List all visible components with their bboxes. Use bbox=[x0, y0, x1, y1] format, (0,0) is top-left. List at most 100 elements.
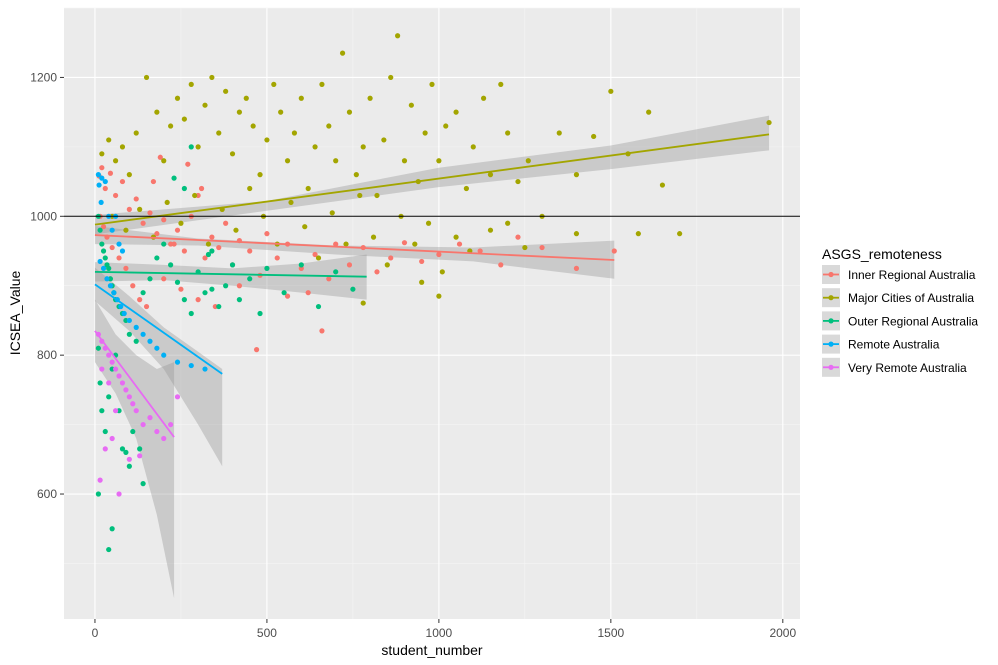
trend-line-very-remote-australia bbox=[94, 330, 175, 438]
data-point bbox=[102, 178, 108, 185]
data-point bbox=[97, 227, 103, 233]
data-point bbox=[116, 491, 122, 497]
data-point bbox=[168, 421, 174, 428]
data-point bbox=[419, 279, 425, 285]
data-point bbox=[573, 231, 580, 237]
data-point bbox=[319, 81, 325, 87]
data-point bbox=[515, 234, 521, 240]
data-point bbox=[174, 227, 181, 233]
data-point bbox=[573, 265, 580, 271]
y-tick-label: 1000 bbox=[30, 209, 57, 223]
data-point bbox=[346, 109, 353, 115]
data-point bbox=[480, 95, 487, 101]
data-point bbox=[209, 234, 215, 240]
data-point bbox=[168, 262, 174, 268]
legend-label: Remote Australia bbox=[848, 338, 940, 352]
data-point bbox=[107, 170, 114, 176]
data-point bbox=[133, 130, 139, 136]
data-point bbox=[522, 244, 528, 251]
data-point bbox=[381, 137, 387, 143]
data-point bbox=[111, 290, 117, 296]
data-point bbox=[119, 248, 126, 254]
data-point bbox=[188, 81, 194, 87]
data-point bbox=[112, 408, 119, 414]
data-point bbox=[188, 362, 194, 369]
data-point bbox=[161, 352, 167, 358]
data-point bbox=[401, 240, 408, 246]
data-point bbox=[97, 258, 103, 265]
data-point bbox=[353, 172, 359, 178]
data-point bbox=[209, 286, 215, 292]
data-point bbox=[171, 175, 177, 181]
data-point bbox=[137, 453, 143, 459]
data-point bbox=[147, 338, 153, 344]
data-point bbox=[202, 366, 208, 372]
data-point bbox=[288, 199, 294, 206]
data-point bbox=[112, 158, 119, 164]
data-point bbox=[192, 192, 198, 199]
data-point bbox=[147, 276, 153, 282]
data-point bbox=[298, 262, 304, 268]
data-point bbox=[360, 144, 366, 150]
data-point bbox=[291, 130, 298, 136]
data-point bbox=[525, 158, 531, 164]
data-point bbox=[374, 192, 380, 199]
data-point bbox=[154, 109, 160, 115]
data-point bbox=[140, 290, 146, 296]
data-point bbox=[408, 102, 414, 108]
x-axis: 0 500 1000 1500 2000 bbox=[92, 619, 796, 640]
data-point bbox=[236, 297, 243, 303]
x-tick-label: 0 bbox=[92, 626, 99, 640]
data-point bbox=[284, 158, 291, 164]
data-point bbox=[346, 262, 353, 268]
data-point bbox=[119, 380, 126, 386]
data-point bbox=[185, 161, 191, 167]
data-point bbox=[360, 300, 366, 306]
data-point bbox=[106, 546, 112, 553]
ribbon-very-remote-australia bbox=[94, 299, 175, 599]
data-point bbox=[253, 347, 260, 353]
data-point bbox=[395, 33, 401, 39]
data-point bbox=[119, 446, 126, 452]
data-point bbox=[515, 178, 521, 185]
data-point bbox=[195, 144, 201, 150]
data-point bbox=[143, 303, 150, 310]
data-point bbox=[436, 293, 442, 299]
data-point bbox=[109, 359, 115, 365]
data-point bbox=[264, 231, 270, 237]
legend-key-point bbox=[828, 295, 834, 301]
data-point bbox=[205, 251, 212, 258]
data-point bbox=[130, 283, 136, 289]
data-point bbox=[99, 165, 105, 171]
legend-key-point bbox=[828, 341, 834, 347]
data-point bbox=[315, 303, 322, 310]
trend-line-major-cities-of-australia bbox=[94, 133, 770, 226]
data-point bbox=[216, 130, 222, 136]
data-point bbox=[319, 328, 325, 334]
data-point bbox=[439, 269, 445, 275]
data-point bbox=[123, 449, 129, 455]
data-point bbox=[505, 220, 511, 226]
data-point bbox=[140, 220, 146, 226]
data-point bbox=[216, 244, 222, 251]
data-point bbox=[388, 74, 394, 81]
data-point bbox=[236, 109, 243, 115]
data-point bbox=[181, 185, 187, 192]
data-point bbox=[202, 255, 208, 261]
data-point bbox=[154, 231, 160, 237]
data-point bbox=[635, 231, 641, 237]
legend-label: Inner Regional Australia bbox=[848, 268, 976, 282]
data-point bbox=[326, 123, 332, 129]
data-point bbox=[401, 158, 408, 164]
legend-key-point bbox=[828, 318, 834, 324]
data-point bbox=[161, 435, 167, 442]
data-point bbox=[205, 241, 212, 247]
data-point bbox=[107, 283, 114, 289]
data-point bbox=[209, 248, 215, 254]
data-point bbox=[374, 269, 380, 275]
data-point bbox=[315, 255, 322, 261]
data-point bbox=[188, 310, 194, 317]
data-point bbox=[419, 258, 425, 265]
data-point bbox=[470, 144, 476, 150]
